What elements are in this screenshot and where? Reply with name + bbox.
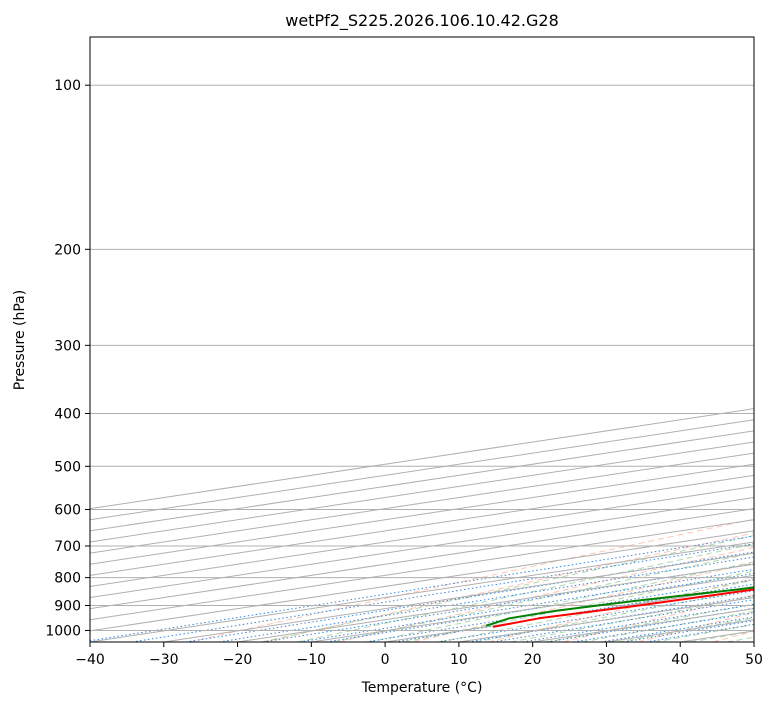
isotherm-line [90, 508, 754, 610]
isotherm-line [90, 519, 754, 621]
isotherm-line [90, 485, 754, 587]
moist-adiabat-line [368, 561, 754, 642]
x-tick-label: −10 [297, 652, 327, 668]
isotherm-line [753, 641, 754, 642]
y-tick-label: 400 [54, 406, 81, 422]
x-tick-label: −30 [149, 652, 179, 668]
mixing-ratio-line [546, 607, 754, 642]
x-tick-label: −40 [75, 652, 105, 668]
isotherm-line [311, 574, 754, 642]
dry-adiabat-line [712, 630, 754, 642]
x-tick-label: 40 [671, 652, 689, 668]
moist-adiabat-line [297, 543, 754, 642]
chart-title: wetPf2_S225.2026.106.10.42.G28 [285, 11, 559, 31]
isotherm-line [163, 552, 754, 642]
isotherm-line [606, 619, 754, 642]
y-tick-label: 100 [54, 78, 81, 94]
moist-adiabat-line [546, 603, 754, 642]
isotherm-line [237, 563, 754, 642]
mixing-ratio-line [623, 620, 754, 642]
isotherm-line [90, 530, 754, 632]
y-tick-label: 300 [54, 338, 81, 354]
moist-adiabat-line [404, 570, 754, 642]
x-axis-label: Temperature (°C) [361, 680, 483, 696]
y-tick-label: 600 [54, 502, 81, 518]
dry-adiabat-line [338, 546, 754, 642]
axes: −40 −30 −20 −10 0 10 20 30 40 50 1000 900 800 700 600 5… [45, 78, 763, 668]
dry-adiabat-line [263, 532, 754, 642]
x-tick-label: 20 [524, 652, 542, 668]
x-tick-label: 50 [745, 652, 763, 668]
background-grid [90, 84, 754, 642]
plot-frame [89, 36, 755, 643]
x-tick-label: −20 [223, 652, 253, 668]
dry-adiabat-line [488, 577, 754, 642]
dewpoint-profile-line [485, 586, 754, 627]
y-tick-label: 900 [54, 598, 81, 614]
isotherm-line [90, 497, 754, 599]
y-tick-label: 500 [54, 459, 81, 475]
mixing-ratio-line [299, 568, 754, 642]
moist-adiabat-line [726, 636, 754, 642]
moist-adiabat-line [474, 588, 754, 642]
mixing-ratio-line [326, 572, 754, 642]
isotherm-line [90, 541, 754, 642]
x-tick-label: 30 [598, 652, 616, 668]
mixing-ratio-line [132, 543, 754, 642]
y-tick-label: 700 [54, 539, 81, 555]
x-tick-label: 10 [450, 652, 468, 668]
isotherm-line [90, 463, 754, 565]
moist-adiabat-line [261, 535, 754, 642]
y-tick-label: 800 [54, 571, 81, 587]
x-tick-label: 0 [381, 652, 390, 668]
isotherm-line [90, 474, 754, 576]
isotherm-line [90, 452, 754, 554]
y-tick-label: 200 [54, 242, 81, 258]
y-axis-label: Pressure (hPa) [12, 290, 28, 390]
y-tick-label: 1000 [45, 623, 81, 639]
moist-adiabat-line [654, 624, 754, 642]
dry-adiabat-line [562, 594, 754, 642]
